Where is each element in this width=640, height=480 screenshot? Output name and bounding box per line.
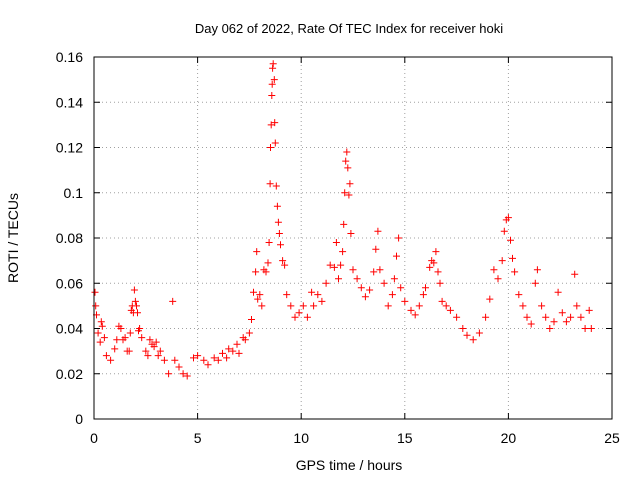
- y-tick-label: 0.16: [56, 49, 83, 65]
- data-point-markers: [91, 60, 595, 380]
- x-tick-label: 25: [604, 430, 620, 446]
- x-axis-label: GPS time / hours: [296, 457, 403, 473]
- chart-title: Day 062 of 2022, Rate Of TEC Index for r…: [195, 21, 503, 36]
- x-tick-label: 0: [90, 430, 98, 446]
- y-tick-label: 0: [75, 411, 83, 427]
- x-tick-label: 5: [194, 430, 202, 446]
- y-tick-label: 0.02: [56, 366, 83, 382]
- axis-ticks: 0 5 10 15 20 25 0 0.02 0.04 0.06 0.08 0.1 0.12 0.14 0.…: [56, 49, 620, 446]
- x-tick-label: 20: [501, 430, 517, 446]
- y-tick-label: 0.06: [56, 275, 83, 291]
- y-axis-label: ROTI / TECUs: [5, 193, 21, 283]
- y-tick-label: 0.14: [56, 94, 83, 110]
- data-points: [91, 60, 595, 380]
- y-tick-label: 0.1: [64, 185, 84, 201]
- y-tick-label: 0.08: [56, 230, 83, 246]
- y-tick-label: 0.12: [56, 140, 83, 156]
- x-tick-label: 15: [397, 430, 413, 446]
- grid: [94, 57, 612, 419]
- y-tick-label: 0.04: [56, 321, 83, 337]
- x-tick-label: 10: [293, 430, 309, 446]
